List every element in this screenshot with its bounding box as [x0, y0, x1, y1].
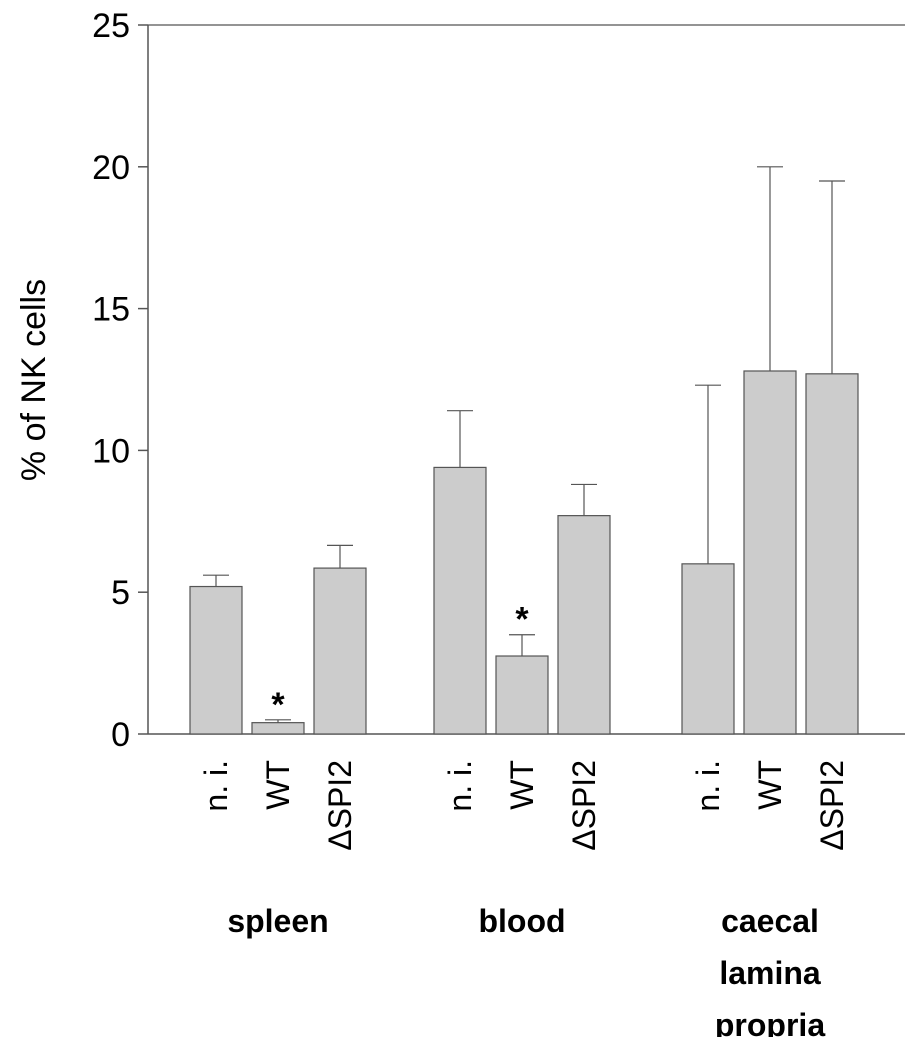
bar [681, 563, 735, 735]
y-tick-label: 25 [92, 7, 130, 45]
significance-marker: * [271, 686, 285, 724]
bar [743, 370, 797, 735]
group-label: caecal [721, 903, 819, 939]
significance-marker: * [515, 601, 529, 639]
category-label: WT [504, 760, 540, 810]
y-tick-label: 10 [92, 432, 130, 470]
bar [495, 655, 549, 735]
bar [189, 585, 243, 735]
y-tick-label: 20 [92, 149, 130, 187]
category-label: WT [260, 760, 296, 810]
group-label: lamina [719, 955, 821, 991]
y-axis-title: % of NK cells [15, 279, 53, 481]
y-tick-label: 15 [92, 291, 130, 329]
chart-labels: 0 5 10 15 20 25 n. i. * WT ΔSPI2 spleen n. i. * WT ΔSP… [92, 7, 850, 1037]
bar [557, 515, 611, 735]
category-label: n. i. [442, 760, 478, 812]
category-label: n. i. [198, 760, 234, 812]
chart-bars [189, 166, 859, 735]
group-label: blood [478, 903, 565, 939]
group-label: propria [715, 1007, 825, 1037]
bar [805, 373, 859, 735]
y-tick-label: 0 [111, 716, 130, 754]
category-label: ΔSPI2 [566, 760, 602, 851]
category-label: ΔSPI2 [814, 760, 850, 851]
bar [313, 567, 367, 735]
bar [433, 466, 487, 735]
y-tick-label: 5 [111, 574, 130, 612]
category-label: ΔSPI2 [322, 760, 358, 851]
category-label: n. i. [690, 760, 726, 812]
bar [251, 722, 305, 735]
category-label: WT [752, 760, 788, 810]
group-label: spleen [227, 903, 328, 939]
